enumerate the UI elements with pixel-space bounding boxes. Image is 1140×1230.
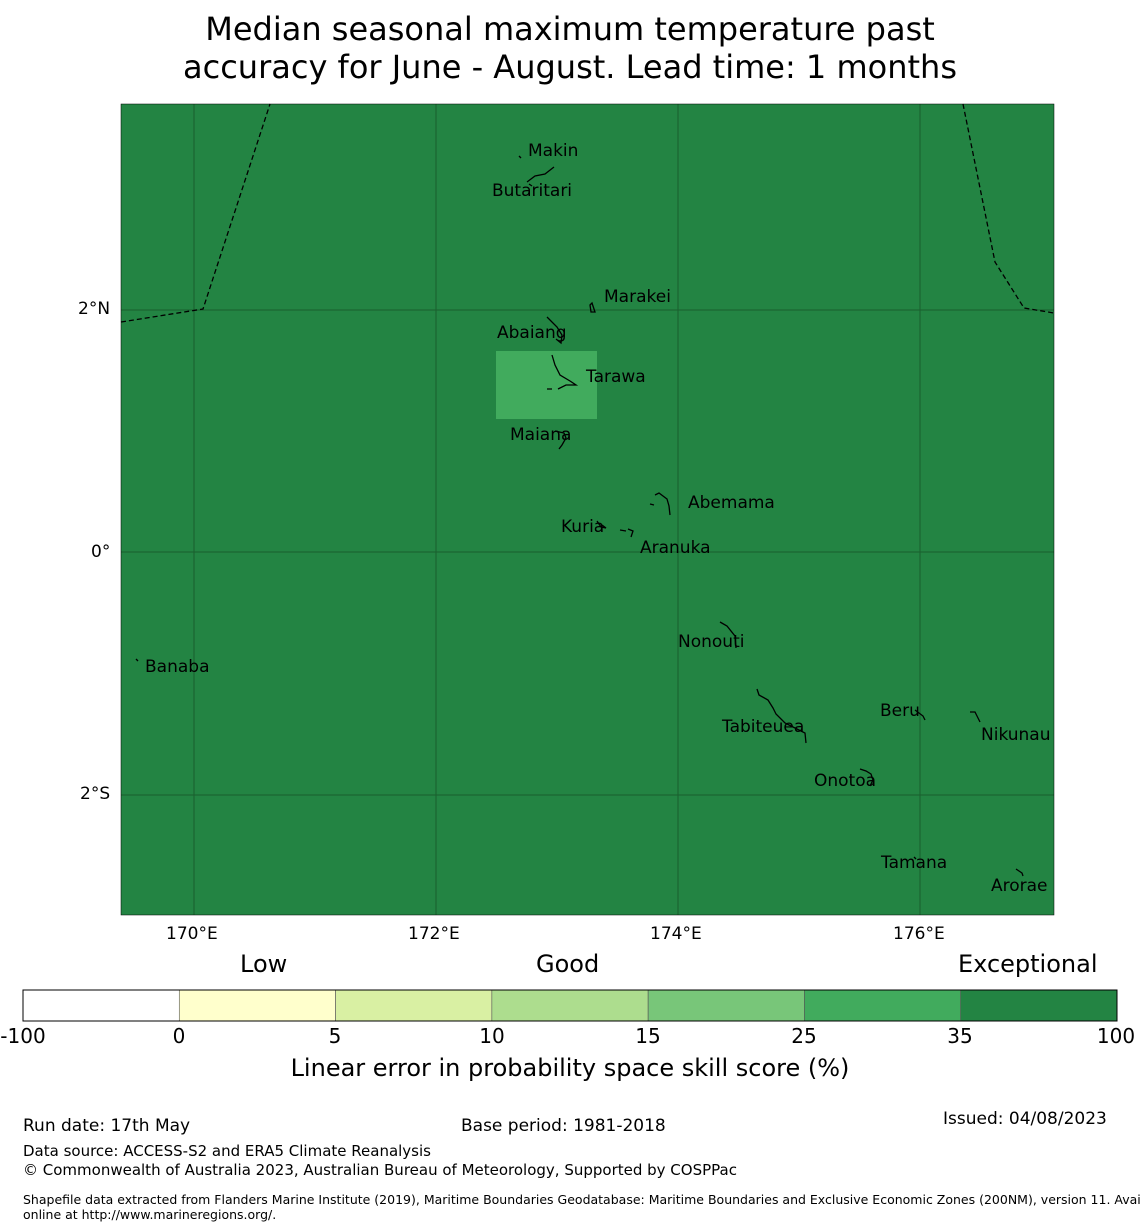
colorbar-header-low: Low	[240, 950, 288, 978]
shapefile-credit-line-2: online at http://www.marineregions.org/.	[23, 1207, 277, 1222]
colorbar-outline	[22, 989, 1118, 1022]
lat-label-2n: 2°N	[78, 299, 111, 319]
tarawa-skill-cell	[496, 351, 597, 419]
data-source: Data source: ACCESS-S2 and ERA5 Climate …	[23, 1142, 431, 1160]
colorbar-segment	[22, 989, 180, 1022]
map-title: Median seasonal maximum temperature past…	[0, 10, 1140, 86]
colorbar-tick: 15	[635, 1024, 661, 1048]
island-label-arorae: Arorae	[991, 876, 1048, 896]
island-label-nonouti: Nonouti	[678, 632, 745, 652]
lon-label-176e: 176°E	[893, 924, 945, 944]
base-period: Base period: 1981-2018	[461, 1116, 666, 1136]
shapefile-credit-line-1: Shapefile data extracted from Flanders M…	[23, 1192, 1140, 1207]
lon-label-174e: 174°E	[650, 924, 702, 944]
island-label-makin: Makin	[528, 141, 579, 161]
lat-label-2s: 2°S	[80, 784, 111, 804]
island-outlines	[135, 155, 1024, 877]
copyright: © Commonwealth of Australia 2023, Austra…	[23, 1161, 737, 1179]
lon-label-172e: 172°E	[408, 924, 460, 944]
colorbar-tick: 100	[1096, 1024, 1136, 1048]
colorbar	[22, 989, 1118, 1022]
island-label-nikunau: Nikunau	[981, 725, 1051, 745]
title-line-1: Median seasonal maximum temperature past	[205, 10, 935, 48]
map-background	[121, 104, 1054, 915]
lon-label-170e: 170°E	[166, 924, 218, 944]
colorbar-segment	[804, 989, 962, 1022]
colorbar-header-good: Good	[536, 950, 600, 978]
colorbar-tick: 10	[479, 1024, 505, 1048]
colorbar-segment	[960, 989, 1118, 1022]
colorbar-segment	[178, 989, 336, 1022]
island-label-tarawa: Tarawa	[586, 367, 646, 387]
island-label-abaiang: Abaiang	[497, 323, 567, 343]
island-label-onotoa: Onotoa	[814, 771, 877, 791]
island-label-kuria: Kuria	[561, 517, 605, 537]
colorbar-segment	[335, 989, 493, 1022]
colorbar-segment	[647, 989, 805, 1022]
issued-date: Issued: 04/08/2023	[943, 1109, 1107, 1129]
island-label-tabiteuea: Tabiteuea	[722, 717, 805, 737]
island-label-tamana: Tamana	[881, 853, 948, 873]
island-label-butaritari: Butaritari	[492, 181, 573, 201]
colorbar-header-exceptional: Exceptional	[958, 950, 1098, 978]
colorbar-segment	[491, 989, 649, 1022]
island-label-maiana: Maiana	[510, 425, 572, 445]
colorbar-tick: -100	[0, 1024, 46, 1048]
title-line-2: accuracy for June - August. Lead time: 1…	[183, 48, 957, 86]
island-label-banaba: Banaba	[145, 657, 210, 677]
gridlines	[121, 104, 1054, 915]
map-frame	[120, 103, 1055, 916]
colorbar-tick: 25	[791, 1024, 817, 1048]
colorbar-label: Linear error in probability space skill …	[290, 1054, 850, 1082]
island-label-abemama: Abemama	[688, 493, 775, 513]
island-label-beru: Beru	[880, 701, 920, 721]
eez-boundaries	[120, 103, 1055, 323]
island-label-marakei: Marakei	[604, 287, 671, 307]
island-label-aranuka: Aranuka	[640, 538, 711, 558]
colorbar-tick: 0	[172, 1024, 186, 1048]
colorbar-tick: 5	[328, 1024, 342, 1048]
run-date: Run date: 17th May	[23, 1116, 191, 1136]
colorbar-tick: 35	[947, 1024, 973, 1048]
lat-label-0: 0°	[91, 542, 111, 562]
